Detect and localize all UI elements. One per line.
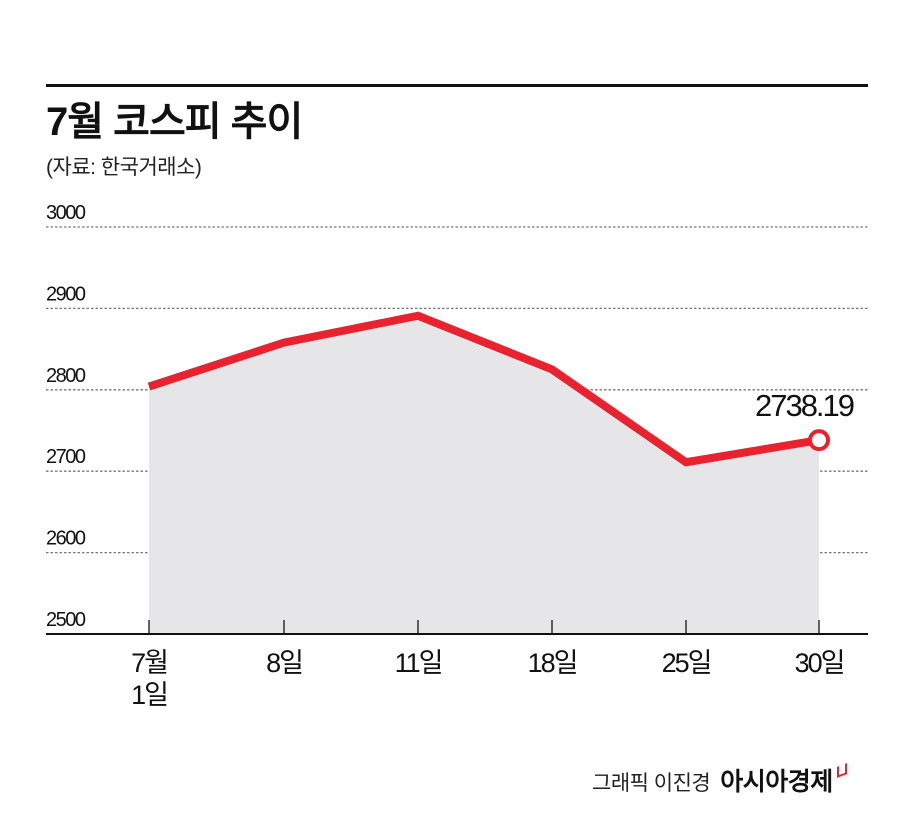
brand-mark-icon (836, 763, 847, 778)
x-tick-label: 7월 (131, 648, 167, 678)
x-tick-label: 30일 (795, 648, 844, 678)
last-value-label: 2738.19 (755, 388, 854, 423)
graphic-author: 그래픽 이진경 (592, 772, 711, 795)
x-tick-label: 18일 (528, 648, 577, 678)
chart-title: 7월 코스피 추이 (46, 100, 303, 144)
x-tick-label: 25일 (662, 648, 711, 678)
y-tick-label: 2600 (46, 528, 86, 550)
chart-source: (자료: 한국거래소) (46, 156, 202, 179)
y-tick-label: 2800 (46, 365, 86, 387)
x-tick-label: 11일 (395, 648, 442, 678)
brand-logo: 아시아경제 (720, 768, 833, 796)
credit: 그래픽 이진경 아시아경제 (592, 762, 847, 798)
y-axis-labels: 3000 2900 2800 2700 2600 2500 (46, 202, 87, 631)
y-tick-label: 3000 (46, 202, 86, 224)
top-rule (46, 84, 868, 87)
area-fill (149, 315, 819, 634)
y-tick-label: 2500 (46, 609, 86, 631)
kospi-line (147, 311, 820, 467)
y-tick-label: 2700 (46, 446, 86, 468)
x-tick-label: 1일 (131, 680, 167, 710)
last-point-marker (808, 429, 830, 452)
x-tick-label: 8일 (266, 648, 302, 678)
y-tick-label: 2900 (46, 283, 86, 305)
x-axis-ticks (148, 620, 820, 634)
